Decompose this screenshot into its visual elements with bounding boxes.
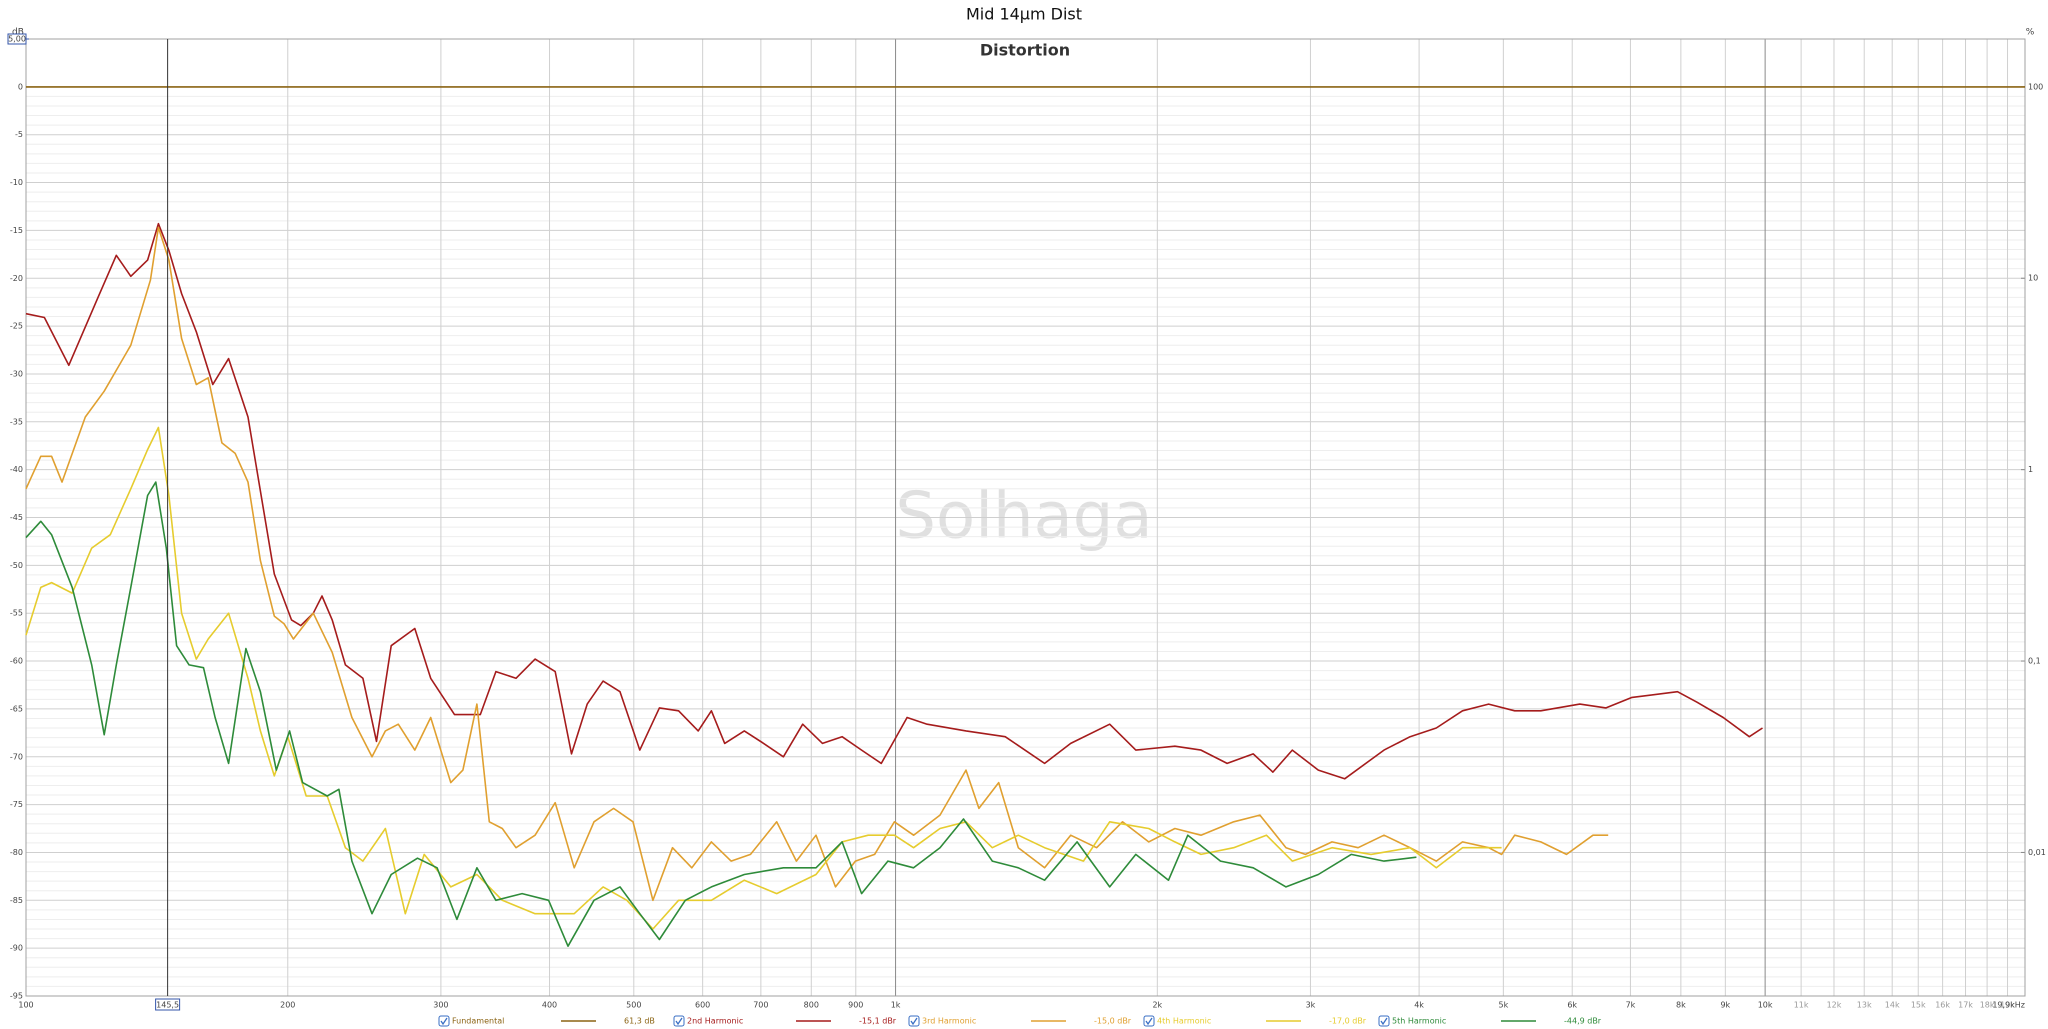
legend-item: 4th Harmonic -17,0 dBr xyxy=(1143,1015,1367,1027)
x-tick-label: 16k xyxy=(1935,1001,1950,1010)
y2-tick-label: 1 xyxy=(2028,465,2033,474)
series-line xyxy=(25,426,1502,930)
y-axis-label: dB xyxy=(12,28,24,38)
x-tick-label: 800 xyxy=(804,1001,819,1010)
legend-check xyxy=(910,1017,918,1026)
x-tick-label: 11k xyxy=(1794,1001,1809,1010)
y-tick-label: -55 xyxy=(10,609,23,618)
x-tick-label: 5k xyxy=(1498,1001,1508,1010)
x-tick-label: 100 xyxy=(18,1001,33,1010)
chart-subtitle: Distortion xyxy=(980,41,1070,60)
y2-tick-label: 0,01 xyxy=(2028,848,2046,857)
x-tick-label: 2k xyxy=(1152,1001,1162,1010)
watermark: Solhaga xyxy=(895,480,1152,554)
legend-checkbox[interactable] xyxy=(908,1015,920,1027)
y-tick-label: -50 xyxy=(10,561,23,570)
x-tick-label: 6k xyxy=(1567,1001,1577,1010)
legend-check xyxy=(1145,1017,1153,1026)
legend-label: 3rd Harmonic xyxy=(922,1017,976,1026)
y2-tick-label: 10 xyxy=(2028,274,2038,283)
x-tick-label: 700 xyxy=(753,1001,768,1010)
legend-checkbox[interactable] xyxy=(673,1015,685,1027)
cursor-label: 145,5 xyxy=(156,1001,179,1010)
x-tick-label: 4k xyxy=(1414,1001,1424,1010)
x-tick-label: 9k xyxy=(1720,1001,1730,1010)
y2-tick-label: 100 xyxy=(2028,82,2043,91)
y-tick-label: -40 xyxy=(10,465,23,474)
x-tick-label: 300 xyxy=(433,1001,448,1010)
y-tick-label: 0 xyxy=(18,82,23,91)
legend-readout: -44,9 dBr xyxy=(1564,1017,1602,1026)
series-line xyxy=(25,481,1417,947)
x-tick-label: 600 xyxy=(695,1001,710,1010)
series-line xyxy=(25,226,1609,902)
legend-item: 5th Harmonic -44,9 dBr xyxy=(1378,1015,1602,1027)
legend-check xyxy=(1380,1017,1388,1026)
x-tick-label: 200 xyxy=(280,1001,295,1010)
series-line xyxy=(25,222,1763,780)
y-tick-label: -20 xyxy=(10,274,23,283)
legend-item: 2nd Harmonic -15,1 dBr xyxy=(673,1015,897,1027)
y-tick-label: -25 xyxy=(10,322,23,331)
y-tick-label: -70 xyxy=(10,752,23,761)
legend-check xyxy=(675,1017,683,1026)
y-tick-label: -75 xyxy=(10,800,23,809)
legend-readout: -15,0 dBr xyxy=(1094,1017,1132,1026)
y-tick-label: -15 xyxy=(10,226,23,235)
y-cursor-label: 5,00 xyxy=(8,35,26,44)
y-tick-label: -30 xyxy=(10,369,23,378)
cursor-box xyxy=(155,998,181,1011)
y-tick-label: -85 xyxy=(10,896,23,905)
y-tick-label: -90 xyxy=(10,944,23,953)
y-tick-label: -45 xyxy=(10,513,23,522)
y2-axis-label: % xyxy=(2026,28,2035,38)
x-tick-label: 18k xyxy=(1980,1001,1995,1010)
legend-checkbox[interactable] xyxy=(438,1015,450,1027)
legend-label: 4th Harmonic xyxy=(1157,1017,1211,1026)
x-tick-label: 3k xyxy=(1306,1001,1316,1010)
legend-check xyxy=(440,1017,448,1026)
y2-tick-label: 0,1 xyxy=(2028,657,2041,666)
y-tick-label: -60 xyxy=(10,657,23,666)
grid xyxy=(25,39,2026,997)
x-tick-label: 14k xyxy=(1885,1001,1900,1010)
x-tick-label: 19k xyxy=(2000,1001,2015,1010)
x-tick-label: 15k xyxy=(1911,1001,1926,1010)
plot-frame xyxy=(25,38,2026,997)
y-tick-label: -65 xyxy=(10,704,23,713)
x-tick-label: 900 xyxy=(848,1001,863,1010)
legend-label: 5th Harmonic xyxy=(1392,1017,1446,1026)
legend-item: 3rd Harmonic -15,0 dBr xyxy=(908,1015,1132,1027)
y-tick-label: -80 xyxy=(10,848,23,857)
x-tick-label: 400 xyxy=(542,1001,557,1010)
y-tick-label: -95 xyxy=(10,992,23,1001)
x-tick-label: 19,9kHz xyxy=(1992,1001,2025,1010)
legend-readout: -15,1 dBr xyxy=(859,1017,897,1026)
legend-item: Fundamental 61,3 dB xyxy=(438,1015,655,1027)
x-tick-label: 17k xyxy=(1958,1001,1973,1010)
y-tick-label: -35 xyxy=(10,417,23,426)
legend-label: 2nd Harmonic xyxy=(687,1017,743,1026)
y-cursor-box xyxy=(7,33,27,45)
legend-readout: -17,0 dBr xyxy=(1329,1017,1367,1026)
legend-checkbox[interactable] xyxy=(1378,1015,1390,1027)
x-tick-label: 12k xyxy=(1827,1001,1842,1010)
y-tick-label: -5 xyxy=(15,130,23,139)
y-tick-label: -10 xyxy=(10,178,23,187)
chart-title: Mid 14µm Dist xyxy=(966,5,1082,24)
x-tick-label: 1k xyxy=(891,1001,901,1010)
legend-checkbox[interactable] xyxy=(1143,1015,1155,1027)
x-tick-label: 10k xyxy=(1758,1001,1773,1010)
x-tick-label: 13k xyxy=(1857,1001,1872,1010)
legend-readout: 61,3 dB xyxy=(624,1017,655,1026)
x-tick-label: 8k xyxy=(1676,1001,1686,1010)
legend-label: Fundamental xyxy=(452,1017,504,1026)
x-tick-label: 500 xyxy=(626,1001,641,1010)
x-tick-label: 7k xyxy=(1626,1001,1636,1010)
